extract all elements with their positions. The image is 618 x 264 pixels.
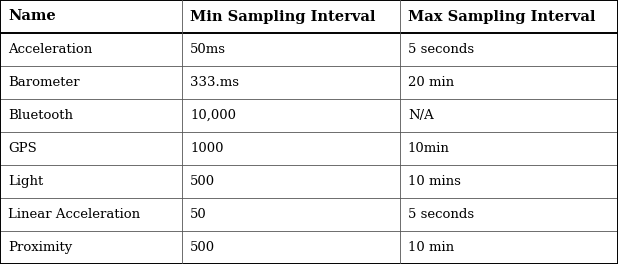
Text: 10 min: 10 min	[408, 241, 454, 254]
Text: 333.ms: 333.ms	[190, 76, 239, 89]
Text: Bluetooth: Bluetooth	[8, 109, 73, 122]
Text: 10,000: 10,000	[190, 109, 236, 122]
Text: 500: 500	[190, 241, 216, 254]
Text: GPS: GPS	[8, 142, 37, 155]
Text: Min Sampling Interval: Min Sampling Interval	[190, 10, 376, 23]
Text: Linear Acceleration: Linear Acceleration	[8, 208, 140, 221]
Text: 10 mins: 10 mins	[408, 175, 461, 188]
Text: Light: Light	[8, 175, 43, 188]
Text: Barometer: Barometer	[8, 76, 80, 89]
Text: N/A: N/A	[408, 109, 434, 122]
Text: 500: 500	[190, 175, 216, 188]
Text: 50ms: 50ms	[190, 43, 226, 56]
Text: 5 seconds: 5 seconds	[408, 43, 474, 56]
Text: 10min: 10min	[408, 142, 450, 155]
Text: Max Sampling Interval: Max Sampling Interval	[408, 10, 595, 23]
Text: 5 seconds: 5 seconds	[408, 208, 474, 221]
Text: Acceleration: Acceleration	[8, 43, 92, 56]
Text: Proximity: Proximity	[8, 241, 72, 254]
Text: 50: 50	[190, 208, 207, 221]
Text: Name: Name	[8, 10, 56, 23]
Text: 20 min: 20 min	[408, 76, 454, 89]
Text: 1000: 1000	[190, 142, 224, 155]
